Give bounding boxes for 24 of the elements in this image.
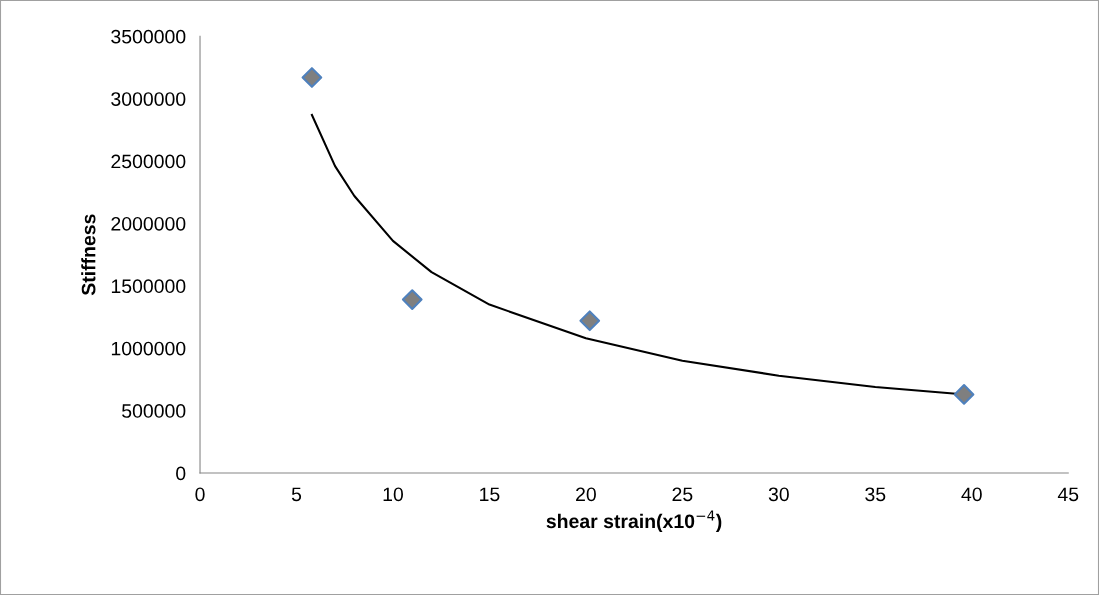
y-tick-label: 1000000 xyxy=(111,341,186,356)
point xyxy=(401,289,423,310)
y-tick-label: 2000000 xyxy=(111,216,186,231)
point xyxy=(301,67,323,88)
x-tick-label: 0 xyxy=(195,487,205,502)
y-tick-label: 1500000 xyxy=(111,279,186,294)
y-tick-label: 0 xyxy=(176,466,186,481)
x-tick-label: 40 xyxy=(961,487,982,502)
y-tick-label: 3000000 xyxy=(111,92,186,106)
x-tick-label: 35 xyxy=(865,487,886,502)
y-tick-label: 3500000 xyxy=(111,29,186,44)
x-tick-label: 45 xyxy=(1057,487,1079,502)
x-tick-label: 10 xyxy=(383,487,404,502)
y-tick-label: 2500000 xyxy=(111,154,186,169)
point xyxy=(579,310,601,332)
x-tick-label: 5 xyxy=(291,487,302,502)
x-tick-label: 15 xyxy=(480,487,500,502)
y-tick-label: 500000 xyxy=(122,404,186,418)
point xyxy=(953,384,975,405)
y-axis-title: Stiffness xyxy=(81,214,96,296)
x-axis-title: shear strain(x10$^{−4}$) xyxy=(546,510,722,532)
x-tick-label: 25 xyxy=(672,487,693,502)
x-tick-label: 20 xyxy=(576,487,596,502)
x-tick-label: 30 xyxy=(768,487,789,502)
